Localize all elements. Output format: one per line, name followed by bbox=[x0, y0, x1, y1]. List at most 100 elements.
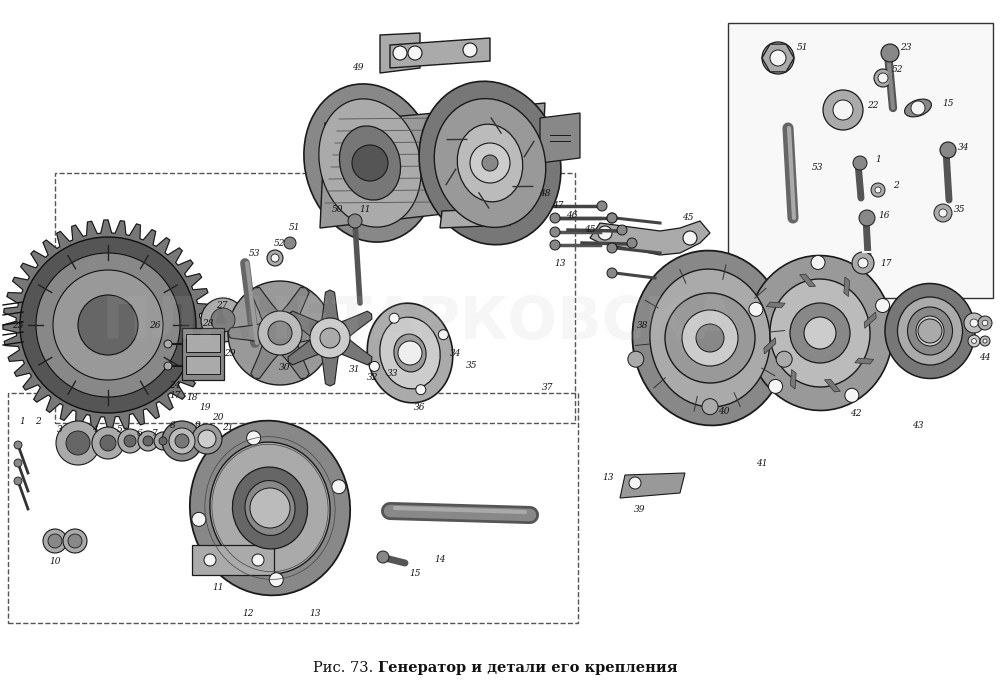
Bar bbox=[192, 545, 274, 575]
Text: 29: 29 bbox=[224, 349, 236, 358]
Ellipse shape bbox=[245, 480, 295, 536]
Circle shape bbox=[20, 237, 196, 413]
Text: 11: 11 bbox=[359, 206, 371, 215]
Circle shape bbox=[377, 551, 389, 563]
Text: 9: 9 bbox=[195, 421, 201, 430]
Text: 30: 30 bbox=[279, 364, 291, 373]
Circle shape bbox=[389, 313, 399, 323]
Circle shape bbox=[252, 554, 264, 566]
Text: 45: 45 bbox=[682, 213, 694, 222]
Circle shape bbox=[876, 299, 890, 313]
Circle shape bbox=[871, 183, 885, 197]
Circle shape bbox=[878, 73, 888, 83]
Circle shape bbox=[332, 480, 346, 493]
Polygon shape bbox=[620, 473, 685, 498]
Ellipse shape bbox=[367, 304, 453, 403]
Circle shape bbox=[858, 258, 868, 268]
Text: 27: 27 bbox=[216, 301, 228, 310]
Ellipse shape bbox=[434, 98, 546, 227]
Ellipse shape bbox=[650, 269, 770, 407]
Text: 42: 42 bbox=[850, 408, 862, 417]
Circle shape bbox=[964, 313, 984, 333]
Ellipse shape bbox=[190, 421, 350, 595]
Text: 15: 15 bbox=[942, 98, 954, 107]
Circle shape bbox=[164, 362, 172, 370]
Ellipse shape bbox=[319, 99, 421, 227]
Circle shape bbox=[940, 142, 956, 158]
Text: 7: 7 bbox=[152, 428, 158, 437]
Text: 49: 49 bbox=[352, 64, 364, 73]
Circle shape bbox=[416, 385, 426, 395]
Text: 52: 52 bbox=[892, 66, 904, 75]
Ellipse shape bbox=[339, 126, 401, 200]
Text: 50: 50 bbox=[332, 206, 344, 215]
Circle shape bbox=[56, 421, 100, 465]
Polygon shape bbox=[762, 44, 794, 72]
Circle shape bbox=[267, 250, 283, 266]
Circle shape bbox=[934, 204, 952, 222]
Text: 14: 14 bbox=[434, 556, 446, 565]
Circle shape bbox=[983, 339, 987, 343]
Text: 22: 22 bbox=[867, 100, 879, 109]
Text: 34: 34 bbox=[958, 143, 970, 152]
Ellipse shape bbox=[907, 307, 953, 355]
Circle shape bbox=[881, 44, 899, 62]
Text: 13: 13 bbox=[602, 473, 614, 482]
Polygon shape bbox=[390, 38, 490, 68]
Circle shape bbox=[980, 336, 990, 346]
Text: 17: 17 bbox=[169, 390, 181, 399]
Circle shape bbox=[804, 317, 836, 349]
Circle shape bbox=[204, 554, 216, 566]
Circle shape bbox=[550, 213, 560, 223]
Circle shape bbox=[348, 214, 362, 228]
Polygon shape bbox=[380, 33, 420, 73]
Ellipse shape bbox=[210, 442, 330, 574]
Circle shape bbox=[159, 437, 167, 445]
Circle shape bbox=[258, 311, 302, 355]
Text: 46: 46 bbox=[566, 211, 578, 220]
Circle shape bbox=[398, 341, 422, 365]
Text: 1: 1 bbox=[875, 155, 881, 164]
Circle shape bbox=[438, 330, 448, 340]
Circle shape bbox=[852, 252, 874, 274]
Polygon shape bbox=[321, 290, 339, 322]
Text: 48: 48 bbox=[539, 188, 551, 198]
Circle shape bbox=[118, 429, 142, 453]
Circle shape bbox=[833, 100, 853, 120]
Ellipse shape bbox=[770, 279, 870, 387]
Circle shape bbox=[845, 388, 859, 403]
Circle shape bbox=[268, 321, 292, 345]
Circle shape bbox=[682, 310, 738, 366]
Circle shape bbox=[211, 308, 235, 332]
Polygon shape bbox=[855, 358, 874, 364]
Text: 26: 26 bbox=[149, 320, 161, 329]
Circle shape bbox=[352, 145, 388, 181]
Circle shape bbox=[169, 428, 195, 454]
Circle shape bbox=[629, 477, 641, 489]
Polygon shape bbox=[800, 274, 816, 287]
Polygon shape bbox=[298, 324, 332, 342]
Circle shape bbox=[770, 50, 786, 66]
Circle shape bbox=[607, 268, 617, 278]
Text: 13: 13 bbox=[554, 258, 566, 267]
Polygon shape bbox=[288, 338, 321, 365]
Text: 5: 5 bbox=[117, 426, 123, 435]
Circle shape bbox=[939, 209, 947, 217]
Circle shape bbox=[284, 237, 296, 249]
Ellipse shape bbox=[394, 334, 426, 372]
Text: 12: 12 bbox=[242, 608, 254, 617]
Bar bbox=[182, 328, 224, 380]
Ellipse shape bbox=[747, 256, 893, 410]
Circle shape bbox=[550, 227, 560, 237]
Polygon shape bbox=[228, 324, 262, 342]
Text: 16: 16 bbox=[878, 211, 890, 220]
Circle shape bbox=[63, 529, 87, 553]
Ellipse shape bbox=[419, 81, 561, 245]
Bar bbox=[55, 173, 575, 423]
Circle shape bbox=[597, 201, 607, 211]
Circle shape bbox=[143, 436, 153, 446]
Circle shape bbox=[393, 46, 407, 60]
Polygon shape bbox=[251, 288, 280, 323]
Polygon shape bbox=[3, 220, 213, 430]
Text: 41: 41 bbox=[756, 459, 768, 468]
